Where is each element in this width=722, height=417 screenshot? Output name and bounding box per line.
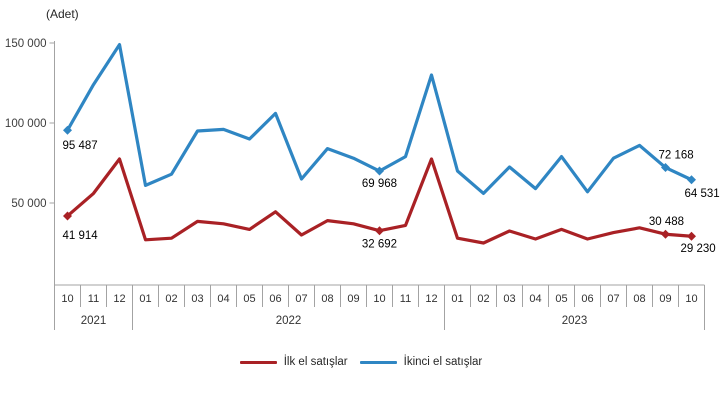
data-point-marker (661, 229, 670, 239)
month-label: 06 (581, 293, 593, 305)
month-label: 12 (113, 293, 125, 305)
second-hand-line-swatch (359, 360, 397, 364)
legend-label-second-hand-sales: İkinci el satışlar (403, 356, 483, 368)
legend-item-first-hand-sales: İlk el satışlar (239, 356, 348, 368)
month-label: 03 (191, 293, 203, 305)
month-label: 07 (607, 293, 619, 305)
data-point-marker (661, 163, 670, 173)
y-tick-label: 100 000 (5, 118, 47, 130)
month-label: 04 (217, 293, 229, 305)
month-label: 01 (451, 293, 463, 305)
data-label: 41 914 (63, 230, 99, 242)
month-label: 10 (685, 293, 697, 305)
month-label: 01 (139, 293, 151, 305)
data-point-marker (687, 175, 696, 185)
month-label: 02 (477, 293, 489, 305)
data-point-marker (63, 211, 72, 221)
legend-label-first-hand-sales: İlk el satışlar (283, 356, 348, 368)
month-label: 10 (61, 293, 73, 305)
month-label: 02 (165, 293, 177, 305)
data-point-marker (687, 231, 696, 241)
month-label: 12 (425, 293, 437, 305)
year-label: 2023 (562, 315, 588, 327)
data-label: 95 487 (63, 140, 98, 152)
month-label: 10 (373, 293, 385, 305)
month-label: 11 (88, 293, 99, 305)
data-label: 30 488 (649, 216, 684, 228)
month-label: 04 (529, 293, 541, 305)
legend-item-second-hand-sales: İkinci el satışlar (359, 356, 483, 368)
data-label: 29 230 (681, 243, 716, 255)
data-point-marker (63, 125, 72, 135)
data-label: 64 531 (685, 188, 720, 200)
legend: İlk el satışlar İkinci el satışlar (0, 356, 722, 368)
housing-sales-line-chart: 50 000 100 000 150 000 10 11 12 2021 01 02 03 04 05… (5, 38, 720, 330)
month-label: 06 (269, 293, 281, 305)
y-axis-unit-title: (Adet) (46, 7, 79, 21)
year-label: 2022 (276, 315, 302, 327)
y-tick-label: 150 000 (5, 38, 47, 50)
data-label: 72 168 (659, 150, 694, 162)
month-label: 11 (400, 293, 411, 305)
month-label: 08 (633, 293, 645, 305)
year-label: 2021 (81, 315, 107, 327)
data-label: 69 968 (362, 178, 397, 190)
data-label: 32 692 (362, 239, 397, 251)
month-label: 05 (243, 293, 255, 305)
month-label: 05 (555, 293, 567, 305)
month-label: 03 (503, 293, 515, 305)
first-hand-line-swatch (239, 360, 277, 364)
data-point-marker (375, 166, 384, 176)
data-point-marker (375, 226, 384, 236)
y-tick-label: 50 000 (11, 198, 46, 210)
month-label: 08 (321, 293, 333, 305)
month-label: 09 (347, 293, 359, 305)
month-label: 09 (659, 293, 671, 305)
month-label: 07 (295, 293, 307, 305)
